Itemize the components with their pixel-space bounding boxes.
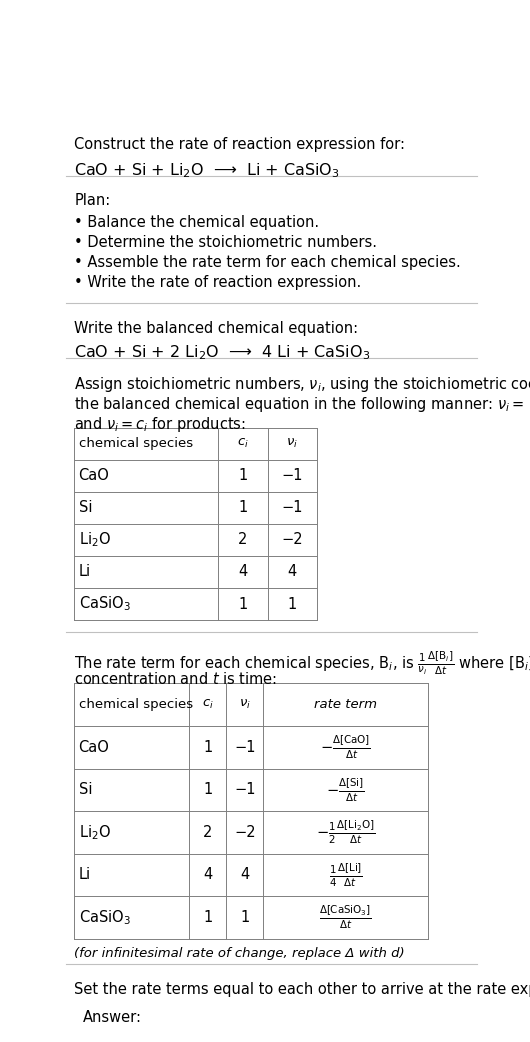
- Text: • Assemble the rate term for each chemical species.: • Assemble the rate term for each chemic…: [74, 255, 461, 270]
- Text: 1: 1: [204, 740, 213, 754]
- Text: $\frac{\Delta[\mathrm{CaSiO_3}]}{\Delta t}$: $\frac{\Delta[\mathrm{CaSiO_3}]}{\Delta …: [319, 903, 372, 932]
- Text: chemical species: chemical species: [78, 437, 193, 450]
- Text: $\nu_i$: $\nu_i$: [286, 437, 298, 450]
- Text: concentration and $t$ is time:: concentration and $t$ is time:: [74, 671, 278, 688]
- Text: Si: Si: [78, 783, 92, 797]
- Text: Assign stoichiometric numbers, $\nu_i$, using the stoichiometric coefficients, $: Assign stoichiometric numbers, $\nu_i$, …: [74, 375, 530, 394]
- Text: 4: 4: [288, 565, 297, 579]
- Text: $-\frac{\Delta[\mathrm{CaO}]}{\Delta t}$: $-\frac{\Delta[\mathrm{CaO}]}{\Delta t}$: [320, 734, 371, 761]
- Text: The rate term for each chemical species, B$_i$, is $\frac{1}{\nu_i}\frac{\Delta[: The rate term for each chemical species,…: [74, 650, 530, 677]
- Text: 4: 4: [238, 565, 248, 579]
- Text: 1: 1: [238, 468, 248, 483]
- Text: 1: 1: [238, 500, 248, 515]
- Text: • Determine the stoichiometric numbers.: • Determine the stoichiometric numbers.: [74, 234, 377, 250]
- Text: $c_i$: $c_i$: [237, 437, 249, 450]
- Text: CaO + Si + Li$_2$O  ⟶  Li + CaSiO$_3$: CaO + Si + Li$_2$O ⟶ Li + CaSiO$_3$: [74, 162, 340, 180]
- Text: • Balance the chemical equation.: • Balance the chemical equation.: [74, 215, 320, 230]
- Text: Write the balanced chemical equation:: Write the balanced chemical equation:: [74, 321, 359, 336]
- Text: 1: 1: [238, 596, 248, 612]
- Text: CaSiO$_3$: CaSiO$_3$: [78, 908, 130, 926]
- Text: $c_i$: $c_i$: [202, 698, 214, 712]
- Text: 1: 1: [204, 783, 213, 797]
- Text: −1: −1: [234, 740, 255, 754]
- Text: −1: −1: [281, 468, 303, 483]
- Text: 1: 1: [288, 596, 297, 612]
- Text: Si: Si: [78, 500, 92, 515]
- Text: −1: −1: [281, 500, 303, 515]
- Text: −2: −2: [234, 825, 256, 840]
- Text: (for infinitesimal rate of change, replace Δ with d): (for infinitesimal rate of change, repla…: [74, 946, 405, 960]
- Text: and $\nu_i = c_i$ for products:: and $\nu_i = c_i$ for products:: [74, 416, 246, 435]
- Text: −2: −2: [281, 532, 303, 547]
- Text: Li$_2$O: Li$_2$O: [78, 823, 111, 842]
- Text: 4: 4: [204, 867, 213, 883]
- Text: $\frac{1}{4}\frac{\Delta[\mathrm{Li}]}{\Delta t}$: $\frac{1}{4}\frac{\Delta[\mathrm{Li}]}{\…: [329, 861, 363, 889]
- Text: 1: 1: [240, 910, 250, 925]
- Text: $\nu_i$: $\nu_i$: [239, 698, 251, 712]
- Text: −1: −1: [234, 783, 255, 797]
- Text: Construct the rate of reaction expression for:: Construct the rate of reaction expressio…: [74, 138, 405, 152]
- Text: chemical species: chemical species: [78, 698, 193, 712]
- Text: Plan:: Plan:: [74, 193, 111, 208]
- Text: Li: Li: [78, 565, 91, 579]
- Text: rate term: rate term: [314, 698, 377, 712]
- Text: CaO + Si + 2 Li$_2$O  ⟶  4 Li + CaSiO$_3$: CaO + Si + 2 Li$_2$O ⟶ 4 Li + CaSiO$_3$: [74, 343, 370, 362]
- Text: 2: 2: [204, 825, 213, 840]
- Text: Li: Li: [78, 867, 91, 883]
- Text: Li$_2$O: Li$_2$O: [78, 530, 111, 549]
- Text: Answer:: Answer:: [83, 1010, 142, 1025]
- Text: $-\frac{1}{2}\frac{\Delta[\mathrm{Li_2O}]}{\Delta t}$: $-\frac{1}{2}\frac{\Delta[\mathrm{Li_2O}…: [316, 819, 375, 846]
- Text: CaO: CaO: [78, 740, 110, 754]
- Text: Set the rate terms equal to each other to arrive at the rate expression:: Set the rate terms equal to each other t…: [74, 982, 530, 997]
- Text: CaO: CaO: [78, 468, 110, 483]
- Text: 2: 2: [238, 532, 248, 547]
- Text: • Write the rate of reaction expression.: • Write the rate of reaction expression.: [74, 275, 361, 290]
- Text: 4: 4: [240, 867, 250, 883]
- FancyBboxPatch shape: [73, 995, 471, 1042]
- Text: CaSiO$_3$: CaSiO$_3$: [78, 595, 130, 614]
- Text: 1: 1: [204, 910, 213, 925]
- Text: $-\frac{\Delta[\mathrm{Si}]}{\Delta t}$: $-\frac{\Delta[\mathrm{Si}]}{\Delta t}$: [326, 776, 365, 803]
- Text: the balanced chemical equation in the following manner: $\nu_i = -c_i$ for react: the balanced chemical equation in the fo…: [74, 395, 530, 415]
